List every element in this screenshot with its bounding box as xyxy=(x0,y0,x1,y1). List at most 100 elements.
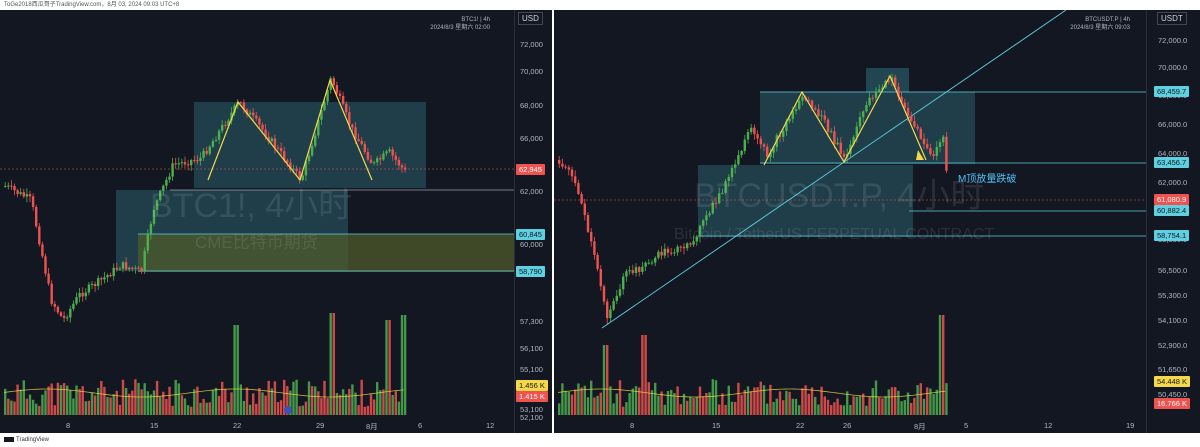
pane-divider[interactable] xyxy=(552,10,554,433)
left-volume-bar xyxy=(382,389,385,415)
right-chart-canvas[interactable] xyxy=(554,10,1200,433)
right-candle-body xyxy=(814,107,817,110)
left-candle-body xyxy=(41,244,44,257)
right-candle-body xyxy=(686,243,689,249)
left-candle-body xyxy=(28,194,32,197)
left-candle-body xyxy=(109,275,112,277)
right-candle-body xyxy=(935,147,938,156)
left-x-tick: 6 xyxy=(418,421,423,430)
left-volume-bar xyxy=(304,401,308,415)
left-volume-bar xyxy=(314,386,317,415)
left-candle-body xyxy=(112,267,115,277)
right-candle-body xyxy=(666,248,670,253)
left-candle-body xyxy=(391,149,394,156)
left-x-tick: 29 xyxy=(316,421,325,430)
left-axis-border xyxy=(514,10,515,433)
right-candle-body xyxy=(705,215,708,221)
right-volume-bar xyxy=(615,393,618,415)
left-candle-body xyxy=(379,158,382,160)
left-volume-bar xyxy=(162,391,165,415)
left-candle-body xyxy=(335,85,339,94)
left-candle-body xyxy=(199,157,202,161)
left-candle-body xyxy=(314,135,317,146)
left-candle-body xyxy=(174,163,177,165)
right-volume-bar xyxy=(910,402,913,415)
right-volume-bar xyxy=(762,385,766,415)
right-candle-body xyxy=(746,132,750,140)
left-volume-bar xyxy=(180,395,184,415)
left-candle-body xyxy=(320,110,323,120)
right-chart-pane[interactable]: BTCUSDT.P, 4小时 Bitcoin / TetherUS PERPET… xyxy=(554,10,1200,433)
left-volume-bar xyxy=(214,387,218,415)
right-volume-bar xyxy=(606,345,609,415)
right-candle-body xyxy=(855,126,858,137)
right-candle-body xyxy=(762,144,766,147)
left-volume-ma-line xyxy=(3,388,404,398)
left-candle-body xyxy=(31,196,35,208)
left-candle-body xyxy=(310,145,314,156)
left-volume-bar xyxy=(75,385,78,415)
left-candle-body xyxy=(326,89,329,102)
left-volume-bar xyxy=(283,379,286,415)
left-x-tick: 8月 xyxy=(366,422,378,431)
right-volume-bar xyxy=(871,388,874,415)
left-candle-body xyxy=(295,168,298,172)
left-volume-bar xyxy=(264,395,267,415)
right-candle-body xyxy=(894,77,897,87)
right-candle-body xyxy=(833,131,836,145)
right-volume-bar xyxy=(785,390,788,415)
right-candle-body xyxy=(836,142,839,145)
left-volume-bar xyxy=(345,394,348,415)
left-zone-lower-label: 58,790 xyxy=(516,266,545,277)
left-volume-bar xyxy=(369,394,373,415)
right-candle-body xyxy=(788,118,791,122)
left-volume-bar xyxy=(403,315,407,415)
left-volume-bar xyxy=(372,399,376,415)
right-level2-label: 63,456.7 xyxy=(1154,157,1190,168)
right-volume-bar xyxy=(622,406,625,415)
right-candle-body xyxy=(919,128,922,139)
left-volume-bar xyxy=(236,325,239,415)
right-candle-body xyxy=(606,301,609,319)
left-candle-body xyxy=(214,139,218,141)
right-symbol-line: BTCUSDT.P | 4h xyxy=(1085,17,1130,23)
left-candle-body xyxy=(47,273,50,284)
left-chart-pane[interactable]: BTC1!, 4小时 CME比特币期货 BTC1! | 4h 2024/8/3 … xyxy=(0,10,552,433)
left-volume-ma-label: 1.456 K xyxy=(516,380,548,391)
left-candle-body xyxy=(4,185,7,187)
right-volume-bar xyxy=(778,391,782,415)
left-volume-bar xyxy=(261,392,264,415)
right-volume-bar xyxy=(644,335,647,415)
left-candle-body xyxy=(283,151,286,161)
left-volume-bar xyxy=(391,395,394,415)
left-volume-bar xyxy=(190,406,193,415)
right-candle-body xyxy=(945,136,948,171)
left-currency-button[interactable]: USD xyxy=(518,12,543,25)
right-volume-bar xyxy=(868,396,871,415)
left-volume-bar xyxy=(193,389,196,415)
right-candle-body xyxy=(868,97,871,106)
left-candle-body xyxy=(289,162,292,170)
right-volume-bar xyxy=(897,390,900,415)
left-candle-body xyxy=(183,162,187,165)
right-volume-bar xyxy=(695,396,698,415)
right-candle-body xyxy=(756,134,759,139)
right-volume-bar xyxy=(919,383,922,415)
left-volume-bar xyxy=(87,400,91,415)
right-volume-bar xyxy=(612,403,615,415)
right-candle-body xyxy=(852,136,855,145)
right-volume-bar xyxy=(727,385,730,415)
left-chart-canvas[interactable] xyxy=(0,10,552,433)
left-candle-body xyxy=(304,161,308,176)
right-currency-button[interactable]: USDT xyxy=(1157,12,1187,25)
left-candle-body xyxy=(87,284,91,293)
left-volume-bar xyxy=(53,405,56,415)
right-candle-body xyxy=(580,193,583,204)
left-volume-bar xyxy=(59,385,63,415)
left-candle-body xyxy=(97,278,100,287)
right-volume-bar xyxy=(692,397,695,415)
left-volume-bar xyxy=(279,400,283,415)
left-candle-body xyxy=(152,209,156,224)
left-candle-body xyxy=(84,292,87,297)
right-volume-bar xyxy=(839,404,842,415)
